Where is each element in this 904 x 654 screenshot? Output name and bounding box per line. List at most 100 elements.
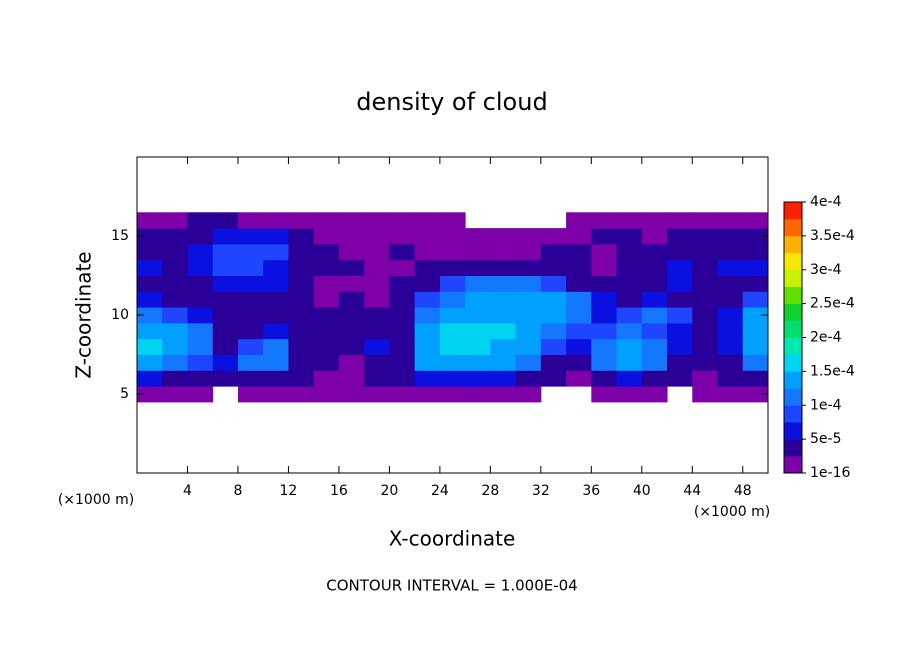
axis-unit: (×1000 m) (694, 504, 770, 520)
cell (338, 354, 365, 371)
cell (389, 370, 416, 387)
cell (338, 307, 365, 324)
cell (439, 228, 466, 245)
cell (439, 259, 466, 276)
cell (212, 370, 239, 387)
cell (212, 228, 239, 245)
cell (313, 212, 340, 229)
cell (263, 338, 289, 355)
colorbar-segment (784, 456, 802, 474)
cell (641, 386, 668, 403)
cell (566, 354, 592, 371)
cell (465, 370, 491, 387)
cell (566, 212, 592, 229)
cell (389, 243, 416, 261)
cell (692, 354, 719, 371)
cell (288, 259, 315, 276)
cell (515, 243, 542, 261)
cell (288, 338, 315, 355)
cell (465, 275, 491, 292)
cell (591, 259, 618, 276)
cell (591, 322, 618, 340)
cell (263, 275, 289, 292)
cell (187, 275, 214, 292)
cell (364, 338, 390, 355)
cell (641, 370, 668, 387)
cell (137, 307, 163, 324)
colorbar-tick-label: 2.5e-4 (810, 296, 855, 312)
cell (742, 322, 769, 340)
cell (364, 259, 390, 276)
cell (338, 370, 365, 387)
cell (137, 212, 163, 229)
cell (338, 291, 365, 308)
cell (263, 228, 289, 245)
x-axis-label: X-coordinate (389, 527, 516, 551)
x-tick-label: 12 (280, 483, 298, 499)
cell (187, 243, 214, 261)
colorbar-tick-label: 4e-4 (810, 194, 842, 210)
cell (237, 370, 264, 387)
cell (162, 370, 188, 387)
cell (237, 307, 264, 324)
cell (137, 291, 163, 308)
cell (162, 212, 188, 229)
cell (414, 322, 441, 340)
cell (263, 291, 289, 308)
y-axis-label: Z-coordinate (72, 251, 96, 378)
cell (717, 212, 744, 229)
cell (641, 354, 668, 371)
colorbar-segment (784, 202, 802, 220)
cell (187, 212, 214, 229)
colorbar-tick-label: 3e-4 (810, 262, 842, 278)
cell (439, 307, 466, 324)
cell (465, 307, 491, 324)
cell (490, 228, 517, 245)
cell (439, 275, 466, 292)
cell (439, 338, 466, 355)
cell (137, 243, 163, 261)
cell (515, 259, 542, 276)
cell (414, 259, 441, 276)
cell (313, 338, 340, 355)
cell (515, 354, 542, 371)
colorbar-tick-label: 2e-4 (810, 330, 842, 346)
field (137, 212, 769, 403)
cell (742, 259, 769, 276)
cell (667, 370, 693, 387)
cell (692, 386, 719, 403)
cell (591, 386, 618, 403)
cell (566, 291, 592, 308)
cell (540, 275, 567, 292)
cell (212, 307, 239, 324)
cell (187, 338, 214, 355)
cell (540, 338, 567, 355)
cell (641, 322, 668, 340)
cell (364, 291, 390, 308)
cell (692, 338, 719, 355)
cell (389, 386, 416, 403)
cell (237, 338, 264, 355)
cell (389, 212, 416, 229)
x-tick-label: 44 (683, 483, 701, 499)
cell (490, 338, 517, 355)
x-tick-label: 48 (734, 483, 752, 499)
cell (288, 212, 315, 229)
cell (137, 338, 163, 355)
cell (237, 275, 264, 292)
cell (465, 291, 491, 308)
cell (591, 243, 618, 261)
x-tick-label: 36 (582, 483, 600, 499)
cell (137, 259, 163, 276)
cell (591, 228, 618, 245)
cell (742, 354, 769, 371)
cell (364, 386, 390, 403)
colorbar-segment (784, 218, 802, 237)
cell (237, 212, 264, 229)
cell (263, 370, 289, 387)
cell (616, 212, 643, 229)
cell (540, 307, 567, 324)
cell (162, 275, 188, 292)
cell (212, 243, 239, 261)
cell (288, 275, 315, 292)
